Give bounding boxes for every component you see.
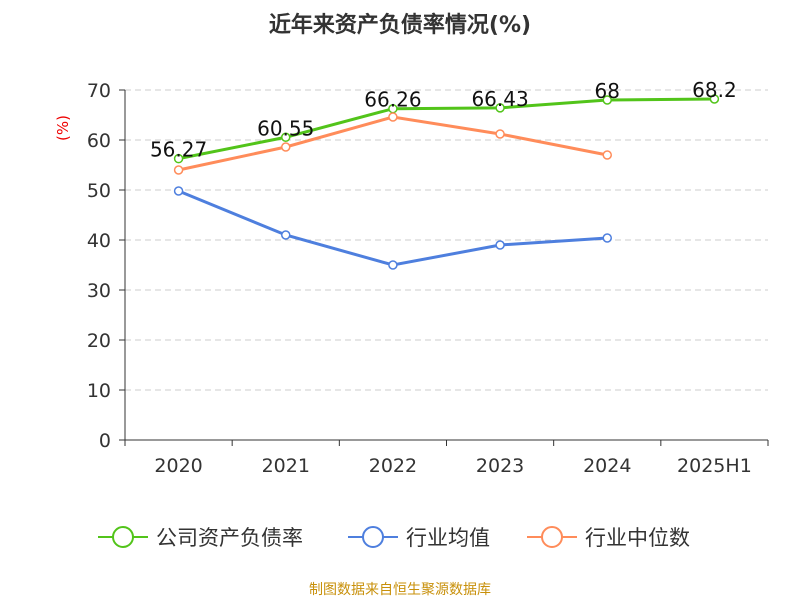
x-tick-label: 2023 [476, 455, 524, 477]
data-label: 68.2 [692, 78, 737, 102]
legend-marker [362, 526, 384, 548]
data-point [281, 132, 291, 142]
data-point [281, 142, 291, 152]
data-point [602, 95, 612, 105]
legend-label: 公司资产负债率 [156, 526, 303, 550]
y-tick-label: 70 [87, 80, 111, 102]
data-point [495, 103, 505, 113]
x-tick-label: 2020 [154, 455, 202, 477]
x-tick-label: 2022 [369, 455, 417, 477]
data-label: 66.26 [364, 88, 421, 112]
legend-marker [112, 526, 134, 548]
series-line [178, 97, 715, 161]
data-point [709, 94, 720, 104]
x-tick-label: 2024 [583, 455, 631, 477]
y-tick-label: 60 [87, 130, 111, 152]
data-point [602, 150, 612, 160]
data-point [173, 153, 184, 164]
series-line [178, 115, 608, 172]
source-footer: 制图数据来自恒生聚源数据库 [309, 582, 491, 598]
y-axis-label: (%) [54, 115, 72, 141]
data-label: 66.43 [471, 87, 528, 111]
data-label: 56.27 [150, 138, 207, 162]
y-tick-label: 50 [87, 180, 111, 202]
y-tick-label: 10 [87, 380, 111, 402]
data-label: 68 [595, 79, 620, 103]
data-label: 60.55 [257, 116, 314, 140]
data-point [281, 230, 291, 240]
y-tick-label: 20 [87, 330, 111, 352]
y-tick-label: 40 [87, 230, 111, 252]
x-tick-label: 2021 [262, 455, 310, 477]
data-point [602, 233, 612, 243]
y-tick-label: 30 [87, 280, 111, 302]
legend-marker [541, 526, 563, 548]
legend-label: 行业中位数 [585, 526, 690, 550]
series-line [178, 189, 608, 267]
data-point [388, 260, 398, 270]
data-point [173, 186, 184, 196]
y-tick-label: 0 [99, 430, 111, 452]
data-point [495, 129, 505, 139]
data-point [173, 165, 184, 175]
chart-title: 近年来资产负债率情况(%) [269, 12, 531, 38]
legend-label: 行业均值 [406, 526, 490, 550]
x-tick-label: 2025H1 [677, 455, 752, 477]
data-point [388, 112, 398, 122]
data-point [495, 240, 505, 250]
